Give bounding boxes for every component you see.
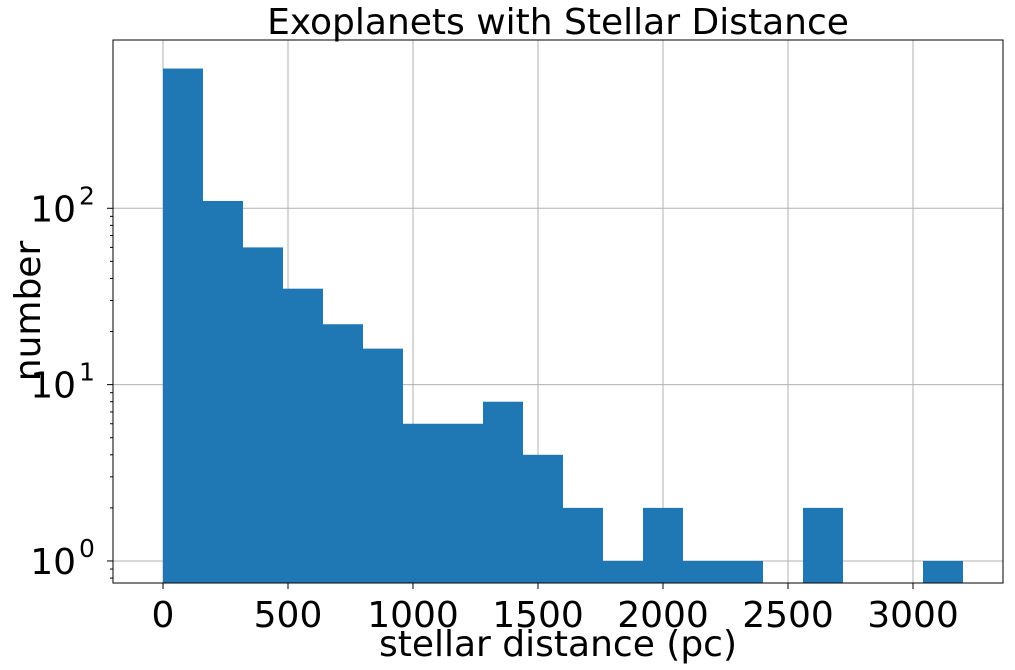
histogram-bar — [803, 507, 843, 583]
histogram-bar — [483, 401, 523, 583]
histogram-bar — [523, 454, 563, 583]
x-tick-label: 1000 — [367, 595, 459, 636]
x-tick-label: 0 — [152, 595, 175, 636]
histogram-bar — [723, 560, 763, 583]
bars — [163, 68, 963, 583]
y-tick-label: 10 — [30, 542, 76, 583]
x-axis-label: stellar distance (pc) — [379, 624, 737, 665]
histogram-bar — [243, 247, 283, 583]
y-tick-exponent: 0 — [79, 534, 95, 563]
y-tick-exponent: 1 — [79, 358, 95, 387]
y-tick-label: 10 — [30, 189, 76, 230]
y-tick-label: 10 — [30, 366, 76, 407]
histogram-bar — [683, 560, 723, 583]
y-tick-exponent: 2 — [79, 181, 95, 210]
x-tick-label: 2000 — [617, 595, 709, 636]
histogram-bar — [283, 288, 323, 583]
histogram-bar — [163, 68, 203, 583]
x-tick-label: 500 — [254, 595, 323, 636]
x-tick-label: 3000 — [867, 595, 959, 636]
histogram-bar — [323, 324, 363, 583]
histogram-bar — [643, 507, 683, 583]
x-tick-label: 1500 — [492, 595, 584, 636]
histogram-bar — [923, 560, 963, 583]
histogram-bar — [563, 507, 603, 583]
x-axis: 0 500 1000 1500 2000 2500 3000 — [152, 583, 959, 636]
histogram-bar — [443, 423, 483, 583]
histogram-bar — [203, 200, 243, 583]
y-axis-label: number — [8, 241, 49, 382]
x-tick-label: 2500 — [742, 595, 834, 636]
histogram-bar — [363, 348, 403, 583]
plot-frame — [112, 39, 1004, 584]
grid — [113, 40, 1003, 583]
histogram-bar — [603, 560, 643, 583]
histogram-bar — [403, 423, 443, 583]
chart-title: Exoplanets with Stellar Distance — [267, 2, 849, 43]
